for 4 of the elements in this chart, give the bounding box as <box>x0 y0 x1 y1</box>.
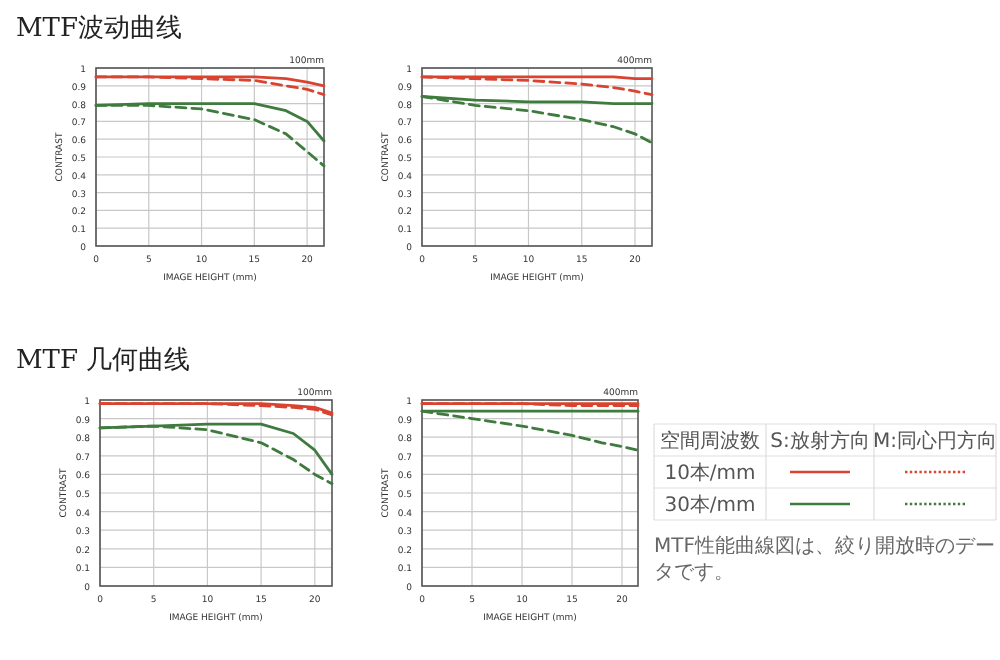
chart-title: MTF 几何曲线 <box>16 346 191 376</box>
text: MTF性能曲線図は、絞り開放時のデータです。 <box>654 534 995 584</box>
legend-table: 空間周波数 S:放射方向 M:同心円方向 10本/mm 30本/mm <box>653 423 997 521</box>
chart-title: MTF波动曲线 <box>16 14 183 44</box>
